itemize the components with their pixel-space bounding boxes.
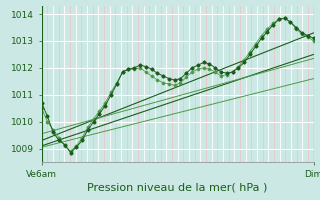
- X-axis label: Pression niveau de la mer( hPa ): Pression niveau de la mer( hPa ): [87, 183, 268, 193]
